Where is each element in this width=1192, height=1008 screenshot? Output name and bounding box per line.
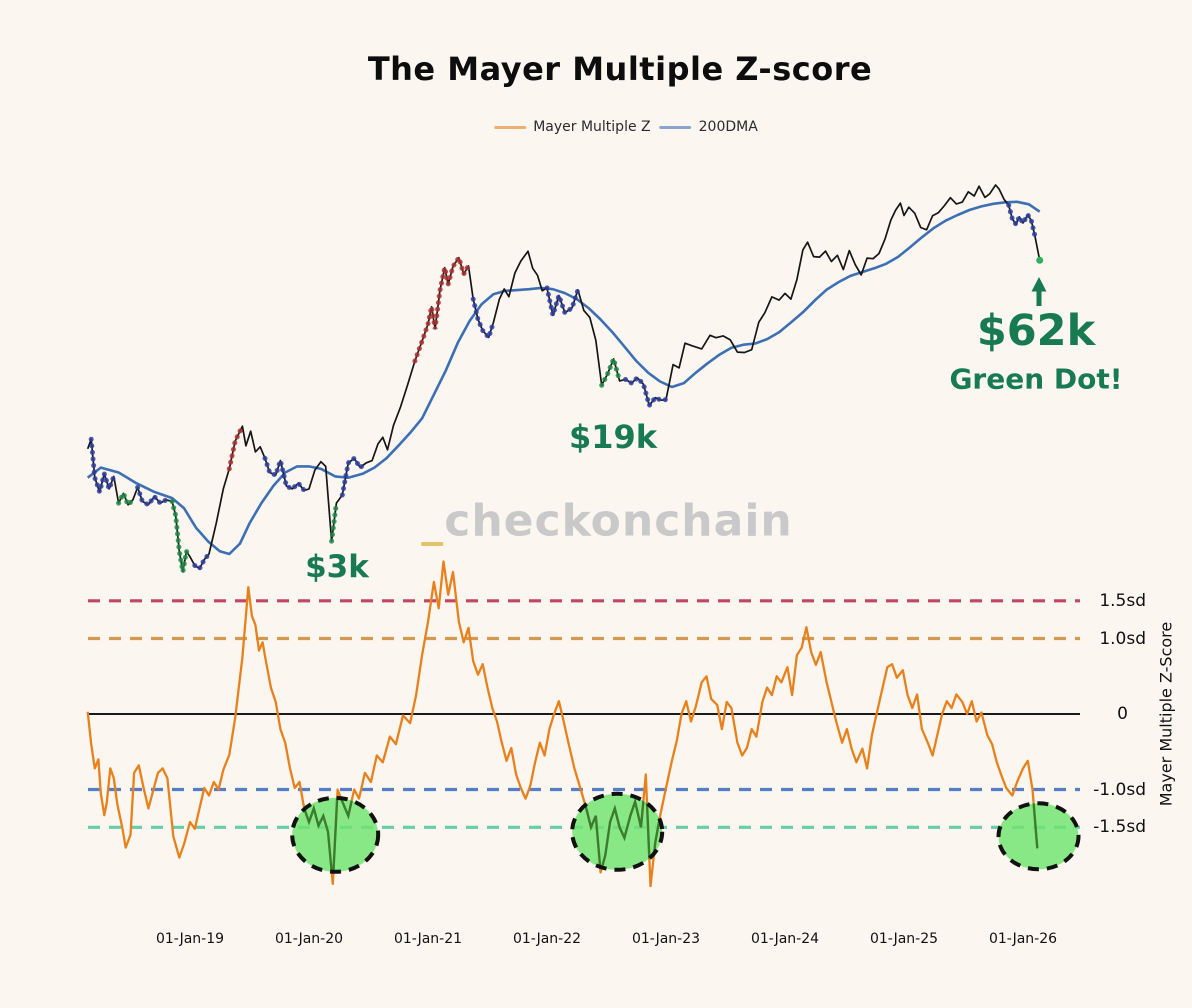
green-zone-ellipse-fill <box>572 793 663 870</box>
green-zone-ellipse-border <box>290 795 381 874</box>
btc-price-line <box>86 184 1041 573</box>
green-zone-ellipse-border <box>570 791 665 872</box>
up-arrow-head-icon <box>1031 277 1047 292</box>
y-tick-label-1.0sd: 1.0sd <box>1099 628 1146 649</box>
annotation-covid-price: $3k <box>305 549 369 585</box>
legend-item-mayer: Mayer Multiple Z <box>494 119 651 135</box>
signal-dots-blue <box>544 285 581 325</box>
signal-dots-blue <box>135 484 169 509</box>
y-tick-label--1.5sd: -1.5sd <box>1093 817 1146 838</box>
signal-dots-blue <box>470 296 496 343</box>
signal-dots-red <box>412 251 471 364</box>
mayer-z-line-in-zone <box>292 793 1039 872</box>
green-dot-marker <box>1036 256 1044 264</box>
watermark-underscore: _ <box>421 495 445 547</box>
x-tick-label-01-Jan-22: 01-Jan-22 <box>512 931 582 947</box>
x-tick-label-01-Jan-25: 01-Jan-25 <box>869 931 939 947</box>
green-zone-ellipse-border <box>996 801 1081 872</box>
x-tick-label-01-Jan-26: 01-Jan-26 <box>988 931 1058 947</box>
x-tick-label-01-Jan-21: 01-Jan-21 <box>393 931 463 947</box>
y-tick-label--1.0sd: -1.0sd <box>1093 779 1146 800</box>
legend-swatch-mayer-icon <box>494 125 527 129</box>
signal-dots-blue <box>192 551 212 573</box>
signal-dots-blue <box>262 451 307 493</box>
signal-dots-blue <box>88 436 117 501</box>
signal-dots-green <box>169 498 193 573</box>
y-tick-label-0: 0 <box>1117 704 1128 724</box>
signal-dots-green <box>329 500 339 544</box>
legend-label-dma: 200DMA <box>698 119 758 135</box>
legend-label-mayer: Mayer Multiple Z <box>533 119 651 135</box>
legend: Mayer Multiple Z 200DMA <box>494 119 758 135</box>
signal-dots-green <box>599 351 623 388</box>
annotation-green-dot: Green Dot! <box>949 362 1123 396</box>
signal-dots-green <box>116 487 136 510</box>
signal-dots-red <box>226 423 245 472</box>
x-tick-label-01-Jan-19: 01-Jan-19 <box>155 931 225 947</box>
x-tick-label-01-Jan-20: 01-Jan-20 <box>274 931 344 947</box>
legend-swatch-dma-icon <box>659 125 692 129</box>
y-tick-label-1.5sd: 1.5sd <box>1099 590 1146 611</box>
x-tick-label-01-Jan-24: 01-Jan-24 <box>750 931 820 947</box>
signal-dots-blue <box>623 374 669 411</box>
y-axis-title: Mayer Multiple Z-Score <box>1156 621 1176 807</box>
signal-dots-blue <box>1006 202 1038 239</box>
annotation-bear-price: $19k <box>568 418 658 456</box>
watermark-text: checkonchain <box>444 495 793 547</box>
watermark: _checkonchain <box>421 496 792 547</box>
legend-item-dma: 200DMA <box>659 119 758 135</box>
mayer-z-line <box>86 560 1039 888</box>
green-zone-ellipse-fill <box>998 803 1079 870</box>
annotation-current-price: $62k <box>976 306 1096 356</box>
chart-title: The Mayer Multiple Z-score <box>367 50 873 88</box>
signal-dots-blue <box>339 454 369 498</box>
x-tick-label-01-Jan-23: 01-Jan-23 <box>631 931 701 947</box>
